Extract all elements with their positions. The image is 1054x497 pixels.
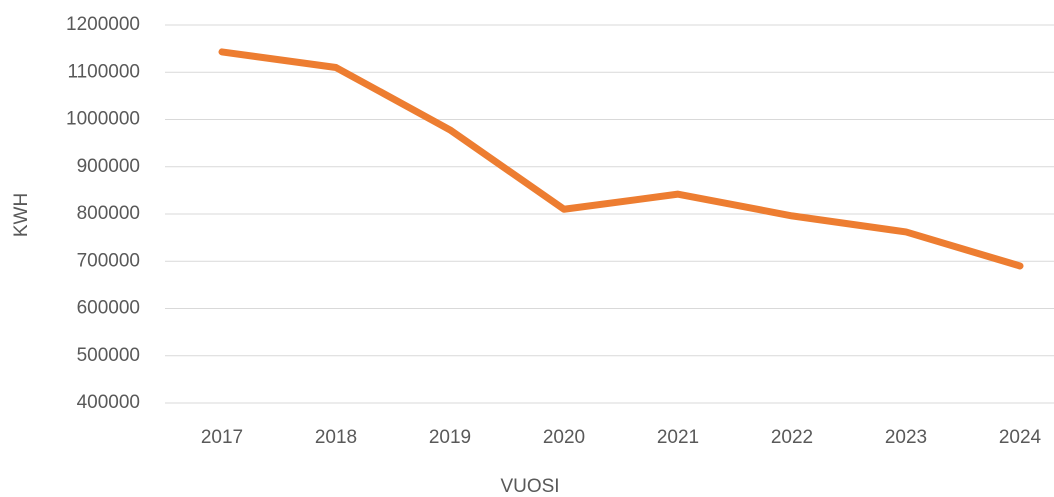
y-tick-label: 700000: [77, 250, 140, 271]
x-tick-label: 2021: [657, 427, 699, 448]
y-tick-label: 400000: [77, 392, 140, 413]
y-tick-label: 500000: [77, 345, 140, 366]
x-tick-label: 2022: [771, 427, 813, 448]
x-tick-label: 2018: [315, 427, 357, 448]
y-tick-label: 1100000: [67, 61, 140, 82]
y-tick-label: 1200000: [66, 14, 140, 35]
x-tick-label: 2020: [543, 427, 585, 448]
x-axis-label: VUOSI: [500, 476, 559, 497]
x-tick-label: 2019: [429, 427, 471, 448]
data-line: [218, 48, 1024, 270]
y-tick-label: 600000: [77, 298, 140, 319]
x-tick-label: 2017: [201, 427, 243, 448]
x-tick-label: 2023: [885, 427, 927, 448]
y-tick-label: 900000: [77, 156, 140, 177]
y-tick-label: 1000000: [66, 109, 140, 130]
y-axis-label: KWH: [11, 193, 32, 237]
x-tick-label: 2024: [999, 427, 1042, 448]
y-tick-label: 800000: [77, 203, 140, 224]
